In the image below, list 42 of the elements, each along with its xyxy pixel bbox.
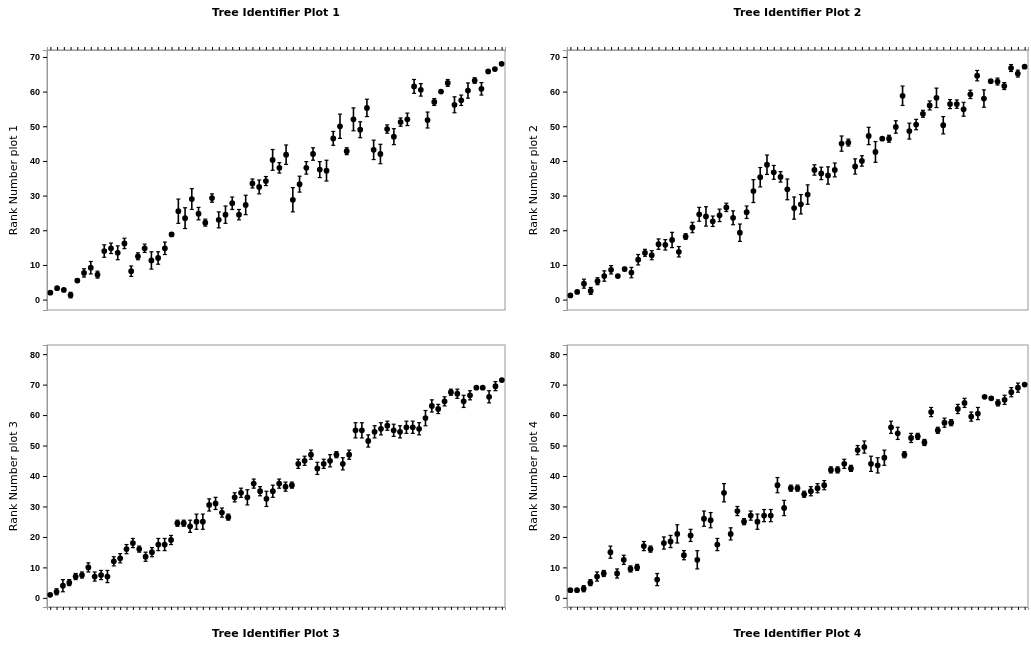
y-tick-label: 30 (549, 501, 560, 512)
y-tick-label: 70 (549, 52, 560, 63)
y-tick-label: 20 (549, 225, 560, 236)
y-tick-label: 70 (29, 52, 40, 63)
y-tick-label: 30 (29, 190, 40, 201)
y-tick-label: 0 (34, 294, 40, 305)
y-tick-label: 70 (29, 379, 40, 390)
y-tick-label: 40 (549, 471, 560, 482)
y-tick-label: 80 (29, 349, 40, 360)
y-tick-label: 0 (34, 593, 40, 604)
y-axis-title: Rank Number plot 4 (527, 420, 540, 532)
y-tick-label: 50 (29, 440, 40, 451)
y-tick-label: 30 (29, 501, 40, 512)
y-tick-label: 10 (549, 562, 560, 573)
y-tick-label: 10 (29, 562, 40, 573)
y-tick-label: 60 (549, 410, 560, 421)
y-tick-label: 60 (549, 86, 560, 97)
y-tick-label: 20 (549, 532, 560, 543)
y-tick-label: 0 (554, 593, 560, 604)
y-tick-label: 40 (29, 156, 40, 167)
y-axis-title: Rank Number plot 3 (7, 420, 20, 532)
y-tick-label: 10 (549, 260, 560, 271)
y-axis-title: Rank Number plot 1 (7, 124, 20, 236)
x-axis-title: Tree Identifier Plot 3 (212, 627, 340, 640)
x2-axis-title: Tree Identifier Plot 2 (733, 6, 862, 19)
y-tick-label: 40 (29, 471, 40, 482)
y-tick-label: 20 (29, 225, 40, 236)
y-tick-label: 30 (549, 190, 560, 201)
y-tick-label: 60 (29, 86, 40, 97)
y-tick-label: 0 (554, 294, 560, 305)
y-axis-title: Rank Number plot 2 (527, 124, 540, 236)
y-tick-label: 20 (29, 532, 40, 543)
y-tick-label: 60 (29, 410, 40, 421)
y-tick-label: 80 (549, 349, 560, 360)
x2-axis-title: Tree Identifier Plot 1 (212, 6, 340, 19)
x-axis-title: Tree Identifier Plot 4 (733, 627, 862, 640)
y-tick-label: 50 (549, 121, 560, 132)
y-tick-label: 50 (549, 440, 560, 451)
y-tick-label: 70 (549, 379, 560, 390)
y-tick-label: 50 (29, 121, 40, 132)
y-tick-label: 10 (29, 260, 40, 271)
y-tick-label: 40 (549, 156, 560, 167)
